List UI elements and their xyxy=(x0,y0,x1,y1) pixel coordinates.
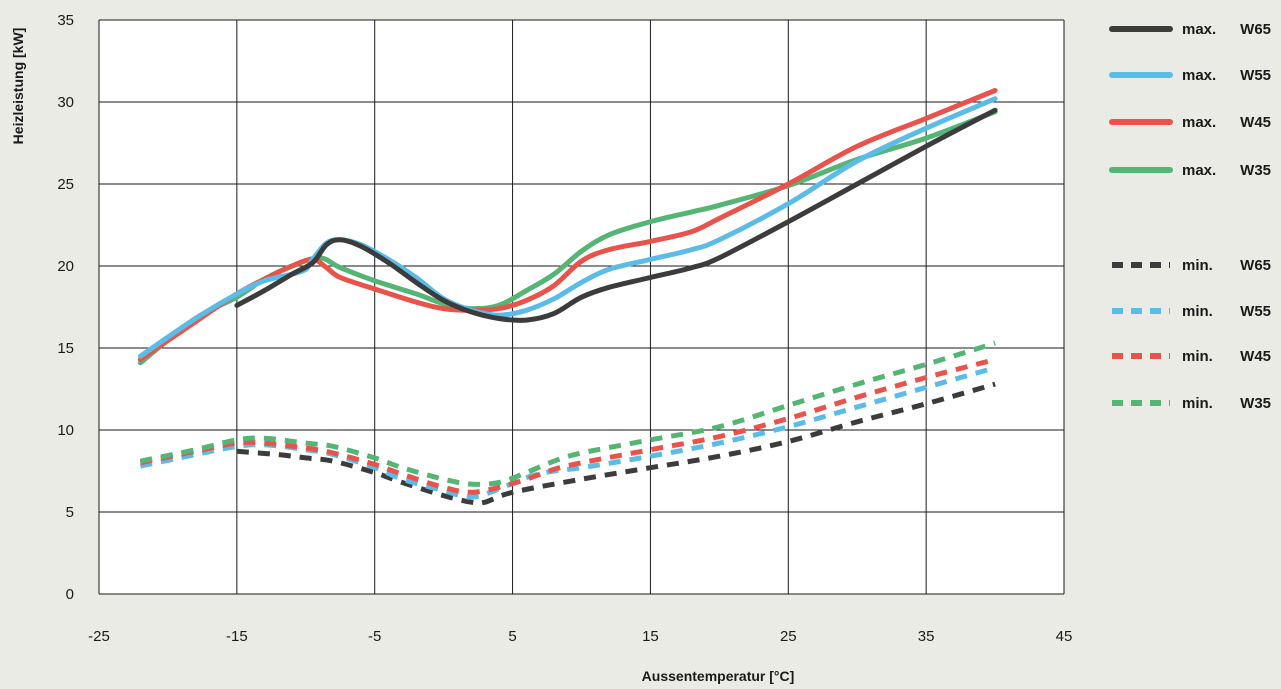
x-tick-label: 5 xyxy=(508,628,516,645)
x-tick-label: 35 xyxy=(918,628,935,645)
legend-label-suffix: W65 xyxy=(1240,21,1271,38)
legend-label-suffix: W45 xyxy=(1240,348,1271,365)
legend-label-prefix: min. xyxy=(1182,348,1213,365)
y-tick-label: 20 xyxy=(57,258,74,275)
y-tick-label: 15 xyxy=(57,340,74,357)
plot-area-background xyxy=(99,20,1064,594)
series-lines xyxy=(137,88,998,506)
y-tick-label: 5 xyxy=(66,504,74,521)
legend-label-prefix: min. xyxy=(1182,303,1213,320)
tick-labels: -25 -15 -5 5 15 25 35 45 0 5 10 15 20 25 30 35 xyxy=(57,12,1072,645)
y-axis-title: Heizleistung [kW] xyxy=(10,28,26,145)
legend-label-prefix: max. xyxy=(1182,67,1216,84)
x-tick-label: -15 xyxy=(226,628,248,645)
legend-label-suffix: W65 xyxy=(1240,257,1271,274)
legend-label-suffix: W45 xyxy=(1240,114,1271,131)
x-tick-label: -25 xyxy=(88,628,110,645)
y-tick-label: 0 xyxy=(66,586,74,603)
y-tick-label: 30 xyxy=(57,94,74,111)
series-line-min-w45 xyxy=(139,357,996,495)
legend: max. W65 max. W55 max. W45 max. W35 min. W65 min. W… xyxy=(1109,21,1271,412)
legend-label-prefix: min. xyxy=(1182,257,1213,274)
legend-label-suffix: W35 xyxy=(1240,162,1271,179)
y-tick-label: 10 xyxy=(57,422,74,439)
legend-label-prefix: max. xyxy=(1182,162,1216,179)
y-tick-label: 35 xyxy=(57,12,74,29)
legend-label-suffix: W55 xyxy=(1240,67,1271,84)
legend-label-prefix: max. xyxy=(1182,114,1216,131)
x-tick-label: -5 xyxy=(368,628,381,645)
y-tick-label: 25 xyxy=(57,176,74,193)
legend-label-suffix: W55 xyxy=(1240,303,1271,320)
x-tick-label: 25 xyxy=(780,628,797,645)
series-line-max-w65 xyxy=(234,107,998,323)
x-tick-label: 15 xyxy=(642,628,659,645)
legend-label-prefix: max. xyxy=(1182,21,1216,38)
grid-lines xyxy=(98,19,1065,595)
series-line-min-w35 xyxy=(139,340,996,487)
series-line-min-w65 xyxy=(236,381,996,506)
series-line-max-w45 xyxy=(137,88,998,362)
x-axis-title: Aussentemperatur [°C] xyxy=(642,668,795,684)
legend-label-prefix: min. xyxy=(1182,395,1213,412)
x-tick-label: 45 xyxy=(1056,628,1073,645)
legend-label-suffix: W35 xyxy=(1240,395,1271,412)
